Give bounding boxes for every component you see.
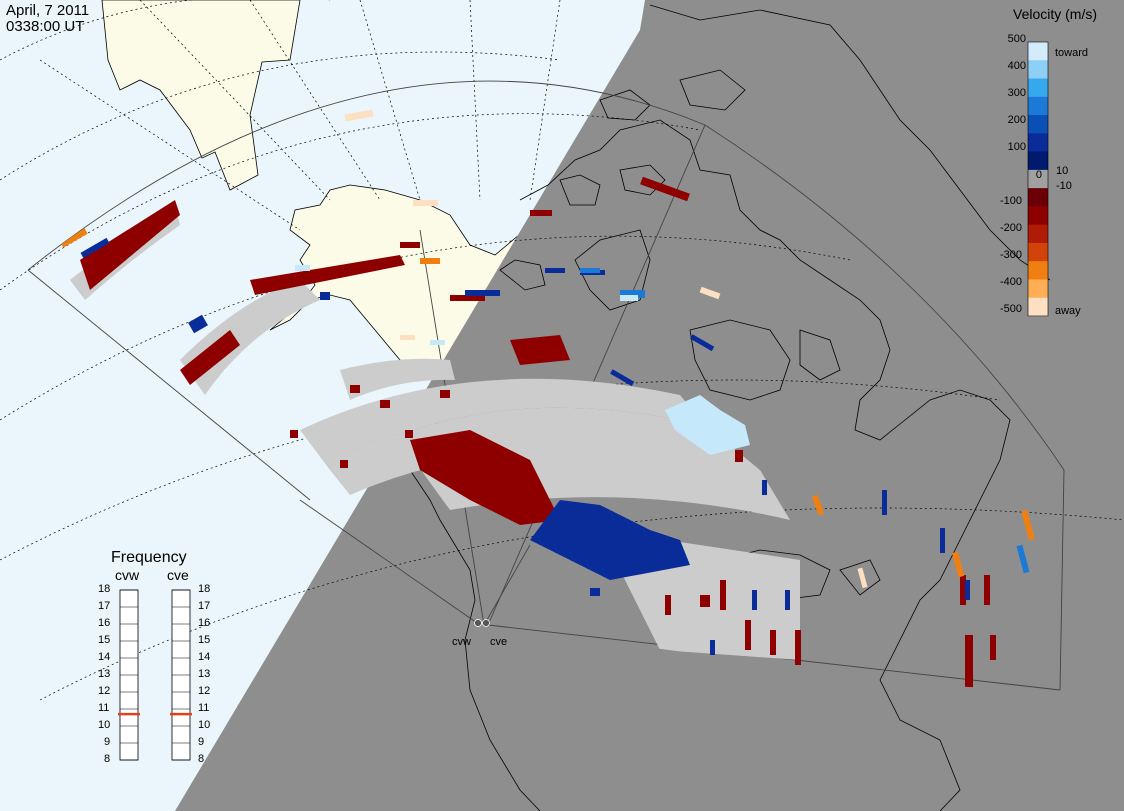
- frequency-radar-label-cve: cve: [167, 567, 189, 583]
- velocity-color-swatch: [1028, 42, 1048, 61]
- frequency-tick-label: 9: [104, 736, 111, 748]
- frequency-tick-label: 17: [198, 600, 211, 612]
- frequency-tick-label: 11: [98, 702, 110, 714]
- velocity-scale-label: 300: [1007, 87, 1026, 99]
- velocity-color-swatch: [1028, 279, 1048, 299]
- frequency-radar-label-cvw: cvw: [115, 567, 140, 583]
- frequency-tick-label: 12: [98, 685, 111, 697]
- velocity-color-swatch: [1028, 115, 1048, 134]
- site-label-cvw: cvw: [452, 636, 471, 648]
- velocity-color-swatch: [1028, 188, 1048, 207]
- frequency-tick-label: 13: [198, 668, 211, 680]
- frequency-tick-label: 16: [98, 617, 111, 629]
- frequency-tick-label: 8: [104, 753, 111, 765]
- velocity-color-swatch: [1028, 78, 1048, 98]
- velocity-color-swatch: [1028, 169, 1048, 189]
- frequency-tick-label: 16: [198, 617, 211, 629]
- frequency-tick-label: 18: [198, 583, 211, 595]
- site-marker-cvw: [474, 619, 482, 627]
- velocity-toward-label: toward: [1055, 47, 1089, 59]
- map-time: 0338:00 UT: [6, 18, 85, 35]
- velocity-scale-label: -10: [1056, 180, 1072, 192]
- velocity-color-swatch: [1028, 151, 1048, 171]
- velocity-away-label: away: [1055, 305, 1081, 317]
- velocity-scale-label: 500: [1007, 33, 1026, 45]
- site-marker-cve: [482, 619, 490, 627]
- radar-cells: [60, 109, 1035, 690]
- velocity-scale-label: 10: [1056, 165, 1069, 177]
- frequency-tick-label: 8: [198, 753, 205, 765]
- frequency-tick-label: 15: [98, 634, 111, 646]
- velocity-scale-label: 400: [1007, 60, 1026, 72]
- frequency-tick-label: 15: [198, 634, 211, 646]
- radar-sites: [474, 619, 490, 627]
- frequency-tick-label: 14: [198, 651, 211, 663]
- frequency-tick-label: 10: [198, 719, 211, 731]
- velocity-scale-label: -200: [999, 222, 1022, 234]
- velocity-colorbar-border: [1027, 41, 1049, 317]
- velocity-scale-label: 0: [1035, 169, 1042, 181]
- map-date: April, 7 2011: [6, 2, 90, 19]
- velocity-color-swatch: [1028, 261, 1048, 280]
- velocity-color-swatch: [1028, 60, 1048, 80]
- velocity-color-swatch: [1028, 206, 1048, 226]
- site-label-cve: cve: [490, 636, 508, 648]
- velocity-scale-label: -300: [999, 249, 1022, 261]
- sunlit-land: [101, 0, 526, 371]
- velocity-title: Velocity (m/s): [1013, 6, 1098, 22]
- velocity-color-swatch: [1028, 96, 1048, 116]
- velocity-color-swatch: [1028, 242, 1048, 262]
- frequency-tick-label: 13: [98, 668, 111, 680]
- geo-grid: [0, 0, 1124, 701]
- velocity-scale-label: 200: [1007, 114, 1026, 126]
- frequency-tick-label: 14: [98, 651, 111, 663]
- velocity-scale-label: -400: [999, 276, 1022, 288]
- frequency-title: Frequency: [111, 549, 187, 566]
- frequency-tick-label: 17: [98, 600, 111, 612]
- frequency-panel: [118, 589, 192, 761]
- frequency-tick-label: 12: [198, 685, 211, 697]
- frequency-tick-label: 11: [198, 702, 210, 714]
- velocity-scale-label: -500: [999, 303, 1022, 315]
- velocity-colorbar: [1027, 41, 1049, 317]
- velocity-scale-label: 100: [1007, 141, 1026, 153]
- velocity-scale-label: -100: [999, 195, 1022, 207]
- frequency-tick-label: 9: [198, 736, 205, 748]
- frequency-tick-label: 10: [98, 719, 111, 731]
- velocity-color-swatch: [1028, 297, 1048, 317]
- velocity-color-swatch: [1028, 133, 1048, 153]
- frequency-tick-label: 18: [98, 583, 111, 595]
- velocity-color-swatch: [1028, 224, 1048, 244]
